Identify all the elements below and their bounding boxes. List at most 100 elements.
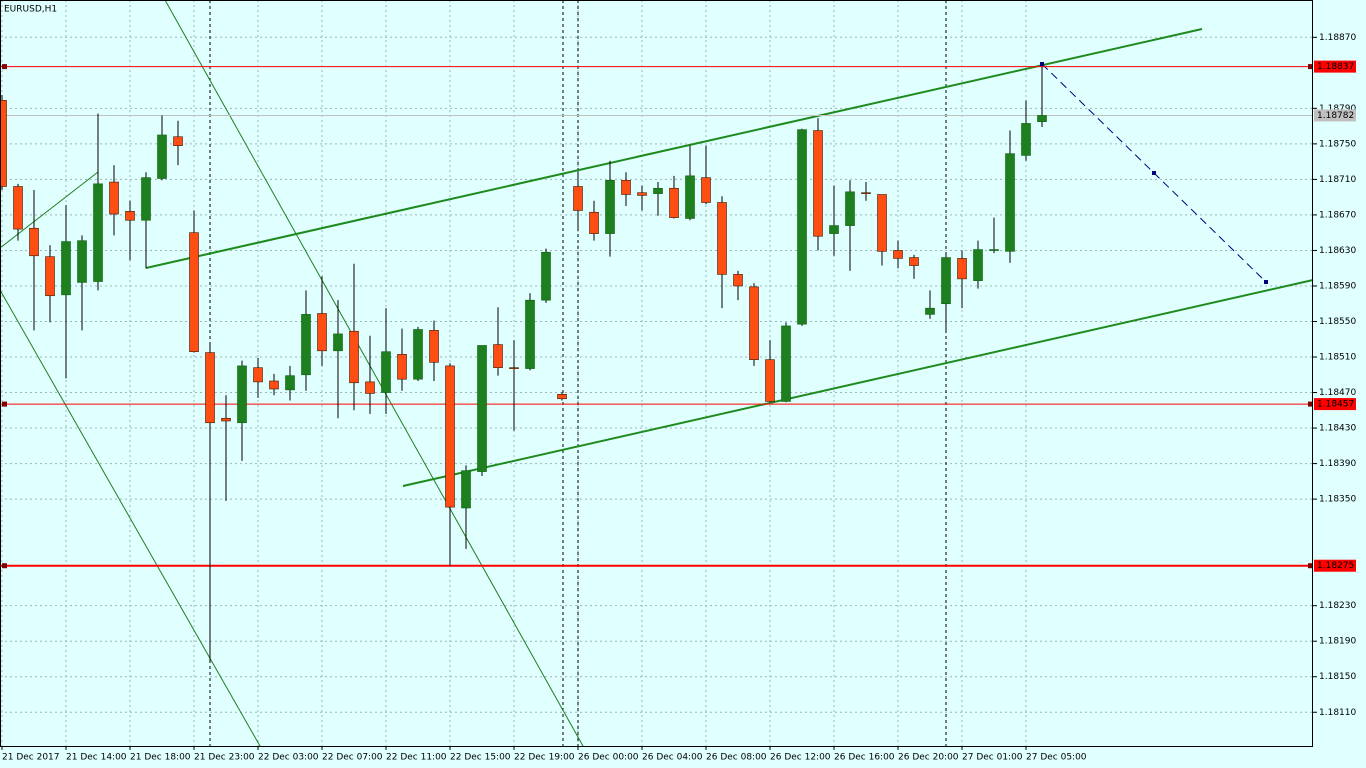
- candle-body: [701, 177, 711, 203]
- projection-point: [1264, 280, 1268, 284]
- candle-body: [573, 186, 583, 211]
- candle-body: [269, 380, 279, 390]
- y-tick-label: 1.18590: [1319, 281, 1356, 291]
- candle-body: [301, 314, 311, 376]
- candle-body: [909, 257, 919, 266]
- candle-body: [845, 191, 855, 226]
- candle-body: [685, 175, 695, 219]
- candle-body: [413, 329, 423, 380]
- level-handle: [1308, 64, 1313, 70]
- x-tick-label: 22 Dec 07:00: [322, 753, 383, 763]
- y-tick-label: 1.18350: [1319, 495, 1356, 505]
- channel-lower: [402, 279, 1314, 487]
- x-tick-label: 22 Dec 11:00: [386, 753, 447, 763]
- bid-label: 1.18782: [1317, 111, 1354, 121]
- x-tick-label: 22 Dec 15:00: [450, 753, 511, 763]
- channel-upper: [145, 28, 1203, 269]
- level-label: 1.18457: [1317, 400, 1354, 410]
- candle-body: [1021, 123, 1031, 156]
- candle-body: [253, 367, 263, 383]
- candle-body: [989, 249, 999, 251]
- x-tick-label: 27 Dec 05:00: [1026, 753, 1087, 763]
- candle-body: [525, 299, 535, 369]
- trend-lines: [0, 0, 1314, 747]
- candle-body: [173, 136, 183, 146]
- level-label-box: [1314, 559, 1356, 572]
- x-tick-label: 22 Dec 03:00: [258, 753, 319, 763]
- candle-body: [669, 187, 679, 218]
- chart-title: EURUSD,H1: [4, 5, 57, 15]
- candle-body: [877, 194, 887, 252]
- candle-body: [445, 365, 455, 508]
- candle-body: [653, 187, 663, 194]
- candle-body: [461, 470, 471, 509]
- candle-body: [765, 359, 775, 402]
- candle-body: [429, 330, 439, 363]
- x-tick-label: 26 Dec 04:00: [642, 753, 703, 763]
- level-handle: [1308, 401, 1313, 407]
- x-tick-label: 21 Dec 14:00: [66, 753, 127, 763]
- axes: 1.18870 1.18790 1.18750 1.18710 1.18670 1.186…: [1, 33, 1356, 763]
- y-tick-label: 1.18430: [1319, 424, 1356, 434]
- y-tick-label: 1.18470: [1319, 388, 1356, 398]
- trend-line: [164, 0, 584, 747]
- candle-body: [477, 345, 487, 472]
- x-tick-label: 21 Dec 2017: [2, 753, 60, 763]
- y-tick-label: 1.18190: [1319, 637, 1356, 647]
- level-label: 1.18275: [1317, 561, 1354, 571]
- candle-body: [749, 286, 759, 360]
- x-tick-label: 21 Dec 18:00: [130, 753, 191, 763]
- candles: [0, 66, 1047, 661]
- candle-body: [589, 211, 599, 234]
- plot-border: [0, 0, 1313, 747]
- level-handle: [2, 401, 7, 407]
- x-tick-label: 26 Dec 20:00: [898, 753, 959, 763]
- candle-body: [925, 307, 935, 315]
- candle-body: [893, 250, 903, 259]
- level-label: 1.18837: [1317, 62, 1354, 72]
- level-handle: [1308, 563, 1313, 569]
- candle-body: [61, 241, 71, 296]
- candle-body: [125, 211, 135, 221]
- candle-body: [13, 186, 23, 230]
- candle-body: [957, 258, 967, 280]
- candle-body: [285, 375, 295, 391]
- level-label-box: [1314, 60, 1356, 73]
- x-tick-label: 21 Dec 23:00: [194, 753, 255, 763]
- candle-body: [221, 417, 231, 422]
- candle-body: [45, 256, 55, 297]
- projection-point: [1152, 171, 1156, 175]
- y-tick-label: 1.18750: [1319, 139, 1356, 149]
- candle-body: [541, 251, 551, 301]
- x-tick-label: 26 Dec 16:00: [834, 753, 895, 763]
- y-tick-label: 1.18870: [1319, 33, 1356, 43]
- candle-body: [109, 181, 119, 215]
- y-tick-label: 1.18550: [1319, 317, 1356, 327]
- candle-body: [141, 177, 151, 221]
- y-tick-label: 1.18670: [1319, 210, 1356, 220]
- candle-body: [317, 313, 327, 352]
- y-tick-label: 1.18510: [1319, 353, 1356, 363]
- candle-body: [333, 333, 343, 352]
- y-tick-label: 1.18390: [1319, 459, 1356, 469]
- candle-body: [781, 325, 791, 402]
- candle-body: [637, 192, 647, 196]
- y-tick-label: 1.18630: [1319, 246, 1356, 256]
- candle-body: [797, 129, 807, 325]
- candle-body: [77, 240, 87, 283]
- candle-body: [493, 344, 503, 368]
- y-tick-label: 1.18790: [1319, 104, 1356, 114]
- y-tick-label: 1.18230: [1319, 601, 1356, 611]
- bid-label-box: [1314, 109, 1356, 122]
- trend-line: [0, 171, 99, 249]
- candle-body: [397, 354, 407, 380]
- candle-body: [973, 249, 983, 281]
- candle-body: [189, 232, 199, 352]
- candle-body: [557, 394, 567, 400]
- candle-body: [861, 192, 871, 195]
- candle-body: [93, 183, 103, 282]
- candle-body: [509, 367, 519, 369]
